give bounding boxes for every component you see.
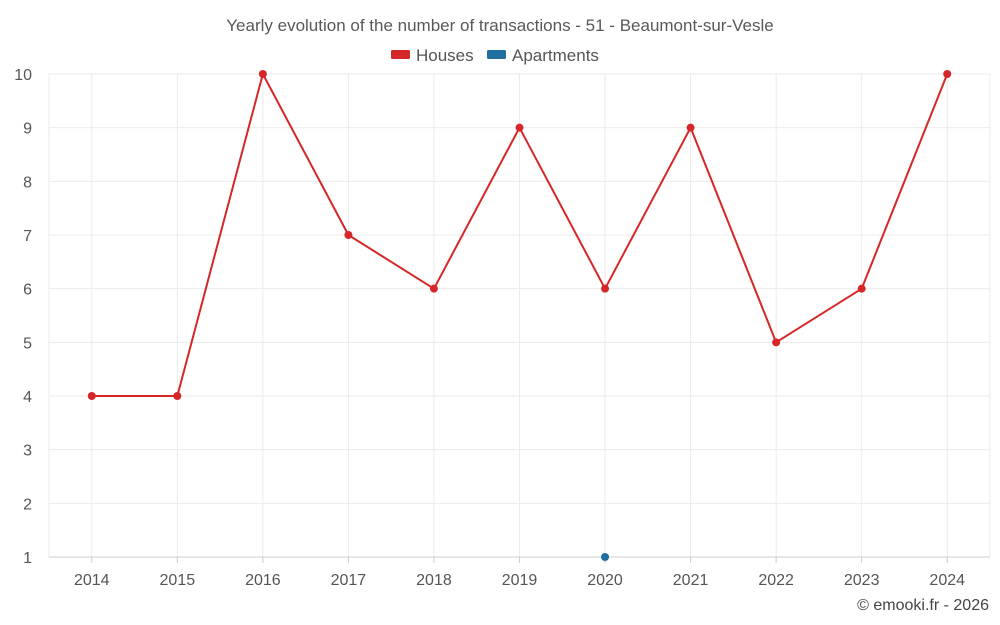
legend-swatch-houses bbox=[391, 50, 410, 59]
x-tick-label: 2015 bbox=[160, 572, 196, 589]
data-point-houses[interactable] bbox=[857, 284, 866, 293]
data-point-houses[interactable] bbox=[258, 70, 267, 78]
series-houses bbox=[87, 70, 952, 400]
data-point-houses[interactable] bbox=[601, 284, 610, 293]
y-tick-label: 9 bbox=[23, 121, 32, 138]
y-tick-label: 1 bbox=[23, 550, 32, 567]
legend-label-houses: Houses bbox=[416, 46, 474, 65]
data-point-houses[interactable] bbox=[515, 123, 524, 132]
x-tick-label: 2021 bbox=[673, 572, 709, 589]
x-tick-label: 2014 bbox=[74, 572, 110, 589]
x-tick-label: 2022 bbox=[758, 572, 794, 589]
y-tick-label: 6 bbox=[23, 282, 32, 299]
y-tick-label: 8 bbox=[23, 174, 32, 191]
axes: 1 2 3 4 5 6 7 8 9 10 2014 2015 2016 2017 2018 2019 2020 2… bbox=[14, 67, 990, 589]
x-tick-label: 2016 bbox=[245, 572, 281, 589]
grid bbox=[48, 73, 991, 557]
legend: Houses Apartments bbox=[391, 46, 599, 65]
legend-swatch-apartments bbox=[487, 50, 506, 59]
series-apartments bbox=[601, 553, 610, 561]
y-tick-label: 10 bbox=[14, 67, 32, 84]
y-tick-label: 7 bbox=[23, 228, 32, 245]
x-tick-label: 2024 bbox=[929, 572, 965, 589]
y-tick-label: 5 bbox=[23, 335, 32, 352]
data-point-houses[interactable] bbox=[772, 338, 781, 347]
legend-label-apartments: Apartments bbox=[512, 46, 599, 65]
data-point-houses[interactable] bbox=[429, 284, 438, 293]
legend-item-apartments[interactable]: Apartments bbox=[487, 46, 599, 65]
y-tick-label: 2 bbox=[23, 496, 32, 513]
data-point-apartments[interactable] bbox=[601, 553, 610, 561]
chart-title: Yearly evolution of the number of transa… bbox=[226, 16, 773, 35]
legend-item-houses[interactable]: Houses bbox=[391, 46, 474, 65]
x-tick-label: 2019 bbox=[502, 572, 538, 589]
data-point-houses[interactable] bbox=[87, 392, 96, 400]
series bbox=[87, 70, 952, 561]
data-point-houses[interactable] bbox=[173, 392, 182, 400]
x-tick-label: 2023 bbox=[844, 572, 880, 589]
x-tick-label: 2018 bbox=[416, 572, 452, 589]
data-point-houses[interactable] bbox=[344, 231, 353, 239]
data-point-houses[interactable] bbox=[686, 123, 695, 132]
y-tick-label: 3 bbox=[23, 443, 32, 460]
x-tick-label: 2020 bbox=[587, 572, 623, 589]
data-point-houses[interactable] bbox=[943, 70, 952, 78]
credit-text: © emooki.fr - 2026 bbox=[857, 597, 989, 614]
y-tick-label: 4 bbox=[23, 389, 32, 406]
x-tick-label: 2017 bbox=[331, 572, 367, 589]
